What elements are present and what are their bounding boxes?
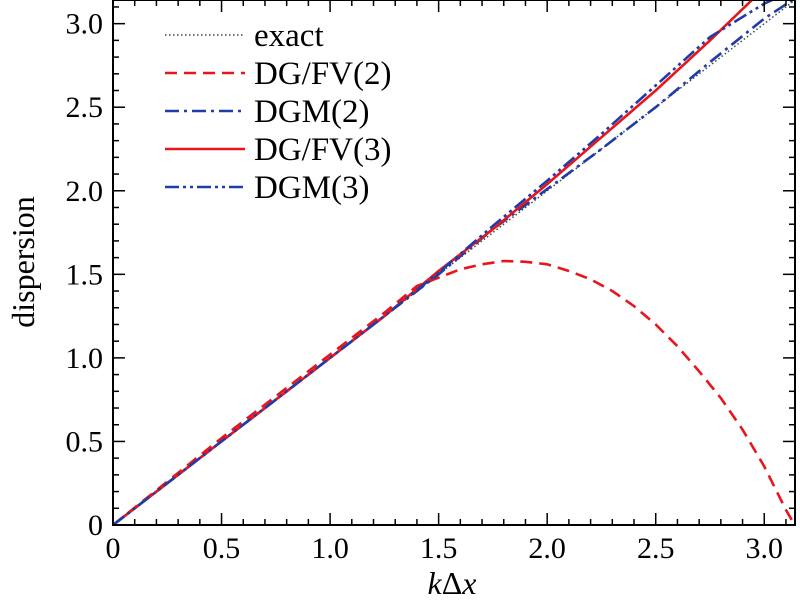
legend-label-1: DG/FV(2) (254, 56, 392, 92)
ticks-layer: 0 0.5 1.0 1.5 2.0 2.5 3.0 0 0.5 1.0 1.5 2.0 2.5 3.0 (66, 0, 795, 565)
y-tick-label: 3.0 (66, 8, 104, 41)
x-axis-label-x: x (461, 565, 476, 601)
x-tick-label: 1.5 (420, 532, 458, 565)
legend-label-2: DGM(2) (254, 94, 369, 130)
y-axis-label: dispersion (5, 196, 41, 328)
y-tick-label: 2.5 (66, 91, 104, 124)
series-layer (113, 0, 795, 525)
plot-frame (112, 0, 796, 526)
x-tick-label: 1.0 (311, 532, 349, 565)
x-tick-label: 0.5 (203, 532, 241, 565)
x-tick-label: 2.5 (637, 532, 675, 565)
legend-label-3: DG/FV(3) (254, 132, 392, 168)
series-line-3 (113, 0, 754, 525)
x-tick-label: 3.0 (746, 532, 784, 565)
legend-label-4: DGM(3) (254, 170, 369, 206)
legend-label-0: exact (254, 18, 324, 54)
y-tick-label: 2.0 (66, 175, 104, 208)
x-tick-label: 2.0 (528, 532, 566, 565)
x-axis-label: kΔx (428, 565, 477, 601)
series-line-4 (113, 0, 776, 525)
y-tick-label: 1.5 (66, 258, 104, 291)
x-tick-label: 0 (106, 532, 121, 565)
series-line-0 (113, 0, 795, 525)
y-tick-label: 1.0 (66, 342, 104, 375)
y-tick-label: 0.5 (66, 425, 104, 458)
x-axis-label-delta: Δ (442, 565, 463, 601)
y-tick-label: 0 (88, 509, 103, 542)
series-line-1 (113, 259, 795, 525)
x-axis-label-k: k (428, 565, 443, 601)
